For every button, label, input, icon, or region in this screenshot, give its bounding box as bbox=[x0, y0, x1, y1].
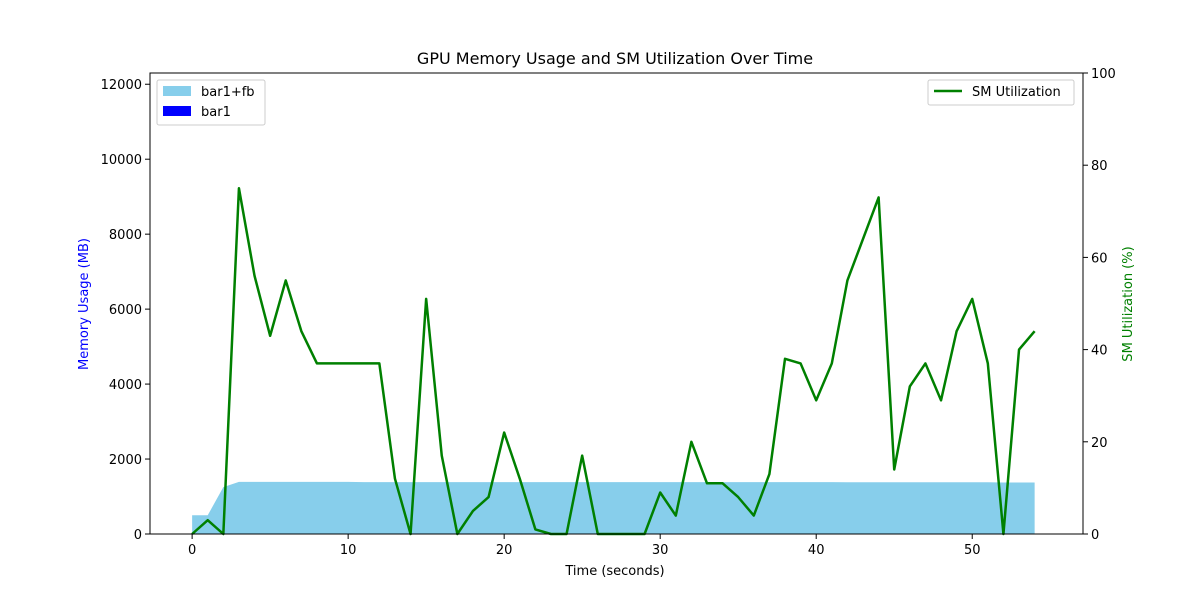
legend-swatch-bar1 bbox=[163, 106, 191, 116]
legend-utilization-box bbox=[927, 79, 1075, 106]
right-y-tick-label: 80 bbox=[1091, 159, 1108, 174]
legend-utilization: SM Utilization bbox=[927, 79, 1075, 106]
x-axis-label: Time (seconds) bbox=[564, 564, 664, 579]
x-tick-label: 30 bbox=[652, 543, 669, 558]
left-y-tick-label: 10000 bbox=[101, 153, 142, 168]
area-bar1-fb bbox=[192, 481, 1035, 534]
left-y-tick-label: 12000 bbox=[101, 78, 142, 93]
axes-frame bbox=[149, 72, 1084, 535]
plot-area bbox=[191, 187, 1036, 536]
left-y-axis-label: Memory Usage (MB) bbox=[77, 238, 92, 370]
left-y-tick-label: 8000 bbox=[109, 228, 142, 243]
right-y-tick-label: 60 bbox=[1091, 251, 1108, 266]
left-y-tick-label: 4000 bbox=[109, 378, 142, 393]
x-tick-label: 10 bbox=[340, 543, 357, 558]
x-axis-ticks: 0 10 20 30 40 50 bbox=[188, 534, 981, 558]
right-y-axis-label: SM Utilization (%) bbox=[1121, 246, 1136, 361]
legend-memory: bar1+fb bar1 bbox=[156, 79, 266, 126]
right-y-tick-label: 40 bbox=[1091, 344, 1108, 359]
right-y-tick-label: 20 bbox=[1091, 436, 1108, 451]
x-tick-label: 20 bbox=[496, 543, 513, 558]
left-y-tick-label: 6000 bbox=[109, 303, 142, 318]
x-tick-label: 40 bbox=[808, 543, 825, 558]
legend-label-bar1-fb: bar1+fb bbox=[201, 85, 255, 100]
left-axis-ticks: 0 2000 4000 6000 8000 10000 12000 bbox=[101, 78, 150, 543]
right-y-tick-label: 100 bbox=[1091, 67, 1116, 82]
legend-swatch-bar1-fb bbox=[163, 86, 191, 96]
x-tick-label: 50 bbox=[964, 543, 981, 558]
legend-label-bar1: bar1 bbox=[201, 105, 231, 120]
left-y-tick-label: 2000 bbox=[109, 453, 142, 468]
chart-title: GPU Memory Usage and SM Utilization Over… bbox=[417, 49, 813, 68]
left-y-tick-label: 0 bbox=[134, 528, 142, 543]
right-y-tick-label: 0 bbox=[1091, 528, 1099, 543]
legend-label-sm-utilization: SM Utilization bbox=[972, 85, 1061, 100]
right-axis-ticks: 0 20 40 60 80 100 bbox=[1083, 67, 1116, 543]
x-tick-label: 0 bbox=[188, 543, 196, 558]
